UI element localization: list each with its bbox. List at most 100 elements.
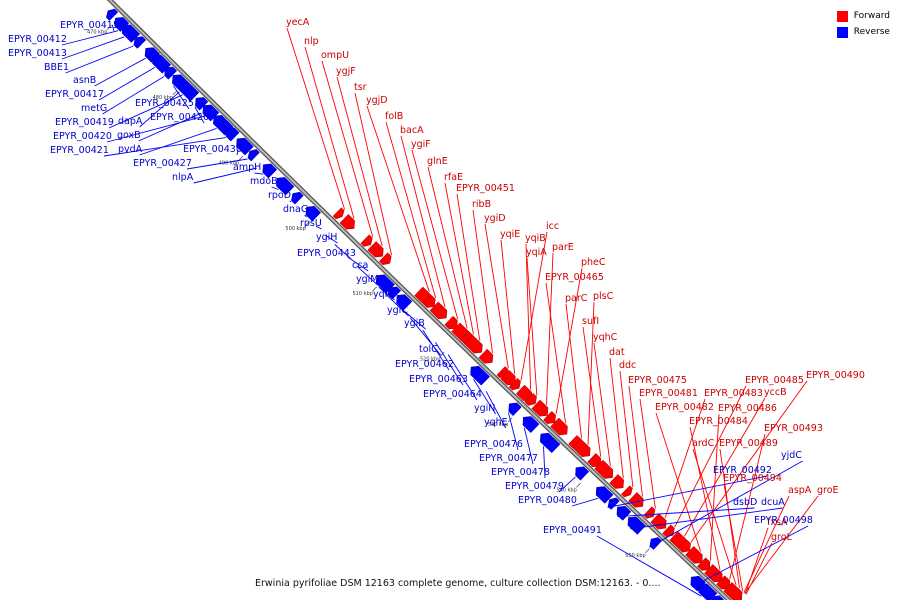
gene-label-epyr_00451[interactable]: EPYR_00451 [456,183,515,194]
gene-label-epyr_00482[interactable]: EPYR_00482 [655,402,714,413]
gene-label-mdob[interactable]: mdoB [250,176,278,187]
gene-label-epyr_00443[interactable]: EPYR_00443 [297,248,356,259]
gene-label-dcua[interactable]: dcuA [761,497,785,508]
gene-label-epyr_00478[interactable]: EPYR_00478 [491,467,550,478]
gene-label-yccb[interactable]: yccB [764,387,787,398]
reverse-gene[interactable] [225,127,240,142]
gene-label-icc[interactable]: icc [546,221,559,232]
reverse-gene[interactable] [195,97,209,111]
gene-label-yqic[interactable]: yqiC [373,289,394,300]
forward-gene[interactable] [429,301,448,320]
gene-label-sufi[interactable]: sufI [582,316,599,327]
gene-label-epyr_00483[interactable]: EPYR_00483 [704,388,763,399]
gene-label-fxsa[interactable]: fxsA [767,517,788,528]
forward-gene[interactable] [550,417,568,436]
reverse-gene[interactable] [133,36,147,49]
gene-label-epyr_00419[interactable]: EPYR_00419 [55,117,114,128]
gene-label-parc[interactable]: parC [565,293,588,304]
forward-gene[interactable] [677,539,691,553]
gene-label-epyr_00481[interactable]: EPYR_00481 [639,388,698,399]
forward-gene[interactable] [621,485,633,498]
gene-label-ygim[interactable]: ygiM [356,274,379,285]
gene-label-phec[interactable]: pheC [581,257,606,268]
gene-label-cca[interactable]: cca [352,260,368,271]
forward-gene[interactable] [444,315,458,330]
forward-gene[interactable] [339,214,355,230]
forward-gene[interactable] [508,377,521,391]
gene-label-rpod[interactable]: rpoD [268,190,291,201]
reverse-gene[interactable] [627,516,646,535]
gene-label-pvda[interactable]: pvdA [118,144,143,155]
reverse-gene[interactable] [470,365,491,386]
forward-gene[interactable] [360,234,373,247]
reverse-gene[interactable] [106,8,119,21]
reverse-gene[interactable] [291,191,304,205]
reverse-gene[interactable] [396,294,413,311]
gene-label-pare[interactable]: parE [552,242,574,253]
reverse-gene[interactable] [388,286,402,300]
reverse-gene[interactable] [276,177,295,196]
gene-label-ygic[interactable]: ygiC [387,305,408,316]
gene-label-epyr_00415[interactable]: EPYR_00415 [60,20,119,31]
forward-gene[interactable] [643,506,656,519]
gene-label-epyr_00485[interactable]: EPYR_00485 [745,375,804,386]
gene-label-epyr_00420[interactable]: EPYR_00420 [53,131,112,142]
forward-gene[interactable] [422,294,436,308]
gene-label-epyr_00476[interactable]: EPYR_00476 [464,439,523,450]
reverse-gene[interactable] [305,206,322,222]
gene-label-yeca[interactable]: yecA [286,17,310,28]
gene-label-epyr_00430[interactable]: EPYR_00430 [183,144,242,155]
reverse-gene[interactable] [522,416,540,434]
gene-label-bbe1[interactable]: BBE1 [44,62,69,73]
reverse-gene[interactable] [114,17,130,32]
gene-label-epyr_00484[interactable]: EPYR_00484 [689,416,748,427]
forward-gene[interactable] [531,399,549,417]
gene-label-baca[interactable]: bacA [400,125,424,136]
reverse-gene[interactable] [575,466,590,481]
forward-gene[interactable] [367,241,384,258]
reverse-gene[interactable] [698,583,718,600]
forward-gene[interactable] [543,410,556,424]
reverse-gene[interactable] [539,432,561,454]
gene-label-epyr_00493[interactable]: EPYR_00493 [764,423,823,434]
gene-label-yqhc[interactable]: yqhC [593,332,618,343]
gene-label-epyr_00477[interactable]: EPYR_00477 [479,453,538,464]
gene-label-epyr_00421[interactable]: EPYR_00421 [50,145,109,156]
gene-label-epyr_00427[interactable]: EPYR_00427 [133,158,192,169]
gene-label-epyr_00413[interactable]: EPYR_00413 [8,48,67,59]
gene-label-ardc[interactable]: ardC [692,438,715,449]
gene-label-metg[interactable]: metG [81,103,107,114]
forward-gene[interactable] [572,438,591,457]
gene-label-epyr_00425[interactable]: EPYR_00425 [135,98,194,109]
gene-label-ygib[interactable]: ygiB [404,318,425,329]
gene-label-epyr_00480[interactable]: EPYR_00480 [518,495,577,506]
gene-label-asnb[interactable]: asnB [73,75,96,86]
gene-label-epyr_00465[interactable]: EPYR_00465 [545,272,604,283]
gene-label-rfae[interactable]: rfaE [444,172,463,183]
gene-label-yqhe[interactable]: yqhE [484,417,508,428]
gene-label-yqib[interactable]: yqiB [525,233,546,244]
gene-label-goxb[interactable]: goxB [117,130,141,141]
gene-label-plsc[interactable]: plsC [593,291,614,302]
gene-label-epyr_00426[interactable]: EPYR_00426 [150,112,209,123]
forward-gene[interactable] [500,369,516,386]
gene-label-epyr_00489[interactable]: EPYR_00489 [719,438,778,449]
gene-label-epyr_00412[interactable]: EPYR_00412 [8,34,67,45]
gene-label-epyr_00486[interactable]: EPYR_00486 [718,403,777,414]
reverse-gene[interactable] [179,81,200,102]
forward-gene[interactable] [524,392,537,406]
reverse-gene[interactable] [164,66,178,80]
forward-gene[interactable] [628,492,644,508]
reverse-gene[interactable] [595,486,614,504]
reverse-gene[interactable] [262,163,278,179]
gene-label-epyr_00464[interactable]: EPYR_00464 [423,389,482,400]
gene-label-folb[interactable]: folB [385,111,403,122]
gene-label-groe[interactable]: groE [817,485,839,496]
forward-gene[interactable] [685,546,703,564]
gene-label-epyr_00491[interactable]: EPYR_00491 [543,525,602,536]
gene-label-tolc[interactable]: tolC [419,344,438,355]
gene-label-grol[interactable]: groL [771,532,793,543]
gene-label-aspa[interactable]: aspA [788,485,812,496]
forward-gene[interactable] [609,474,624,489]
gene-label-epyr_00479[interactable]: EPYR_00479 [505,481,564,492]
